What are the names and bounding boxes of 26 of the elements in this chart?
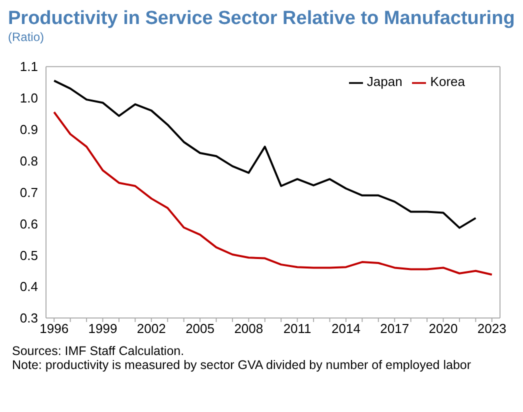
x-tick-label: 2014 xyxy=(332,321,360,336)
x-tick-label: 2017 xyxy=(380,321,410,336)
y-tick-label: 0.3 xyxy=(20,310,38,326)
source-note: Sources: IMF Staff Calculation. xyxy=(12,344,186,358)
x-tick-label: 2002 xyxy=(136,321,166,336)
y-tick-label: 0.4 xyxy=(20,279,38,294)
x-tick-label: 2023 xyxy=(477,321,506,336)
x-tick-label: 1999 xyxy=(88,321,118,336)
x-tick-label: 2005 xyxy=(186,321,214,336)
chart-title: Productivity in Service Sector Relative to Manufacturing xyxy=(8,8,515,30)
legend-label: Japan xyxy=(366,74,402,89)
x-tick-label: 2020 xyxy=(428,321,458,336)
y-tick-label: 0.8 xyxy=(20,153,38,168)
x-tick-label: 2011 xyxy=(283,321,312,336)
y-tick-label: 1.0 xyxy=(20,90,38,106)
x-tick-label: 1996 xyxy=(40,321,69,336)
chart-subtitle: (Ratio) xyxy=(8,30,46,44)
x-tick-label: 2008 xyxy=(234,321,264,336)
legend-label: Korea xyxy=(430,74,465,89)
y-tick-label: 0.6 xyxy=(20,216,38,232)
y-tick-label: 0.9 xyxy=(20,122,38,138)
y-tick-label: 1.1 xyxy=(20,59,38,74)
text: Note: productivity is measured by sector GVA divided by number of employed labor xyxy=(12,358,472,372)
y-tick-label: 0.7 xyxy=(20,184,38,200)
line-series xyxy=(53,111,493,276)
y-tick-label: 0.5 xyxy=(20,248,38,263)
